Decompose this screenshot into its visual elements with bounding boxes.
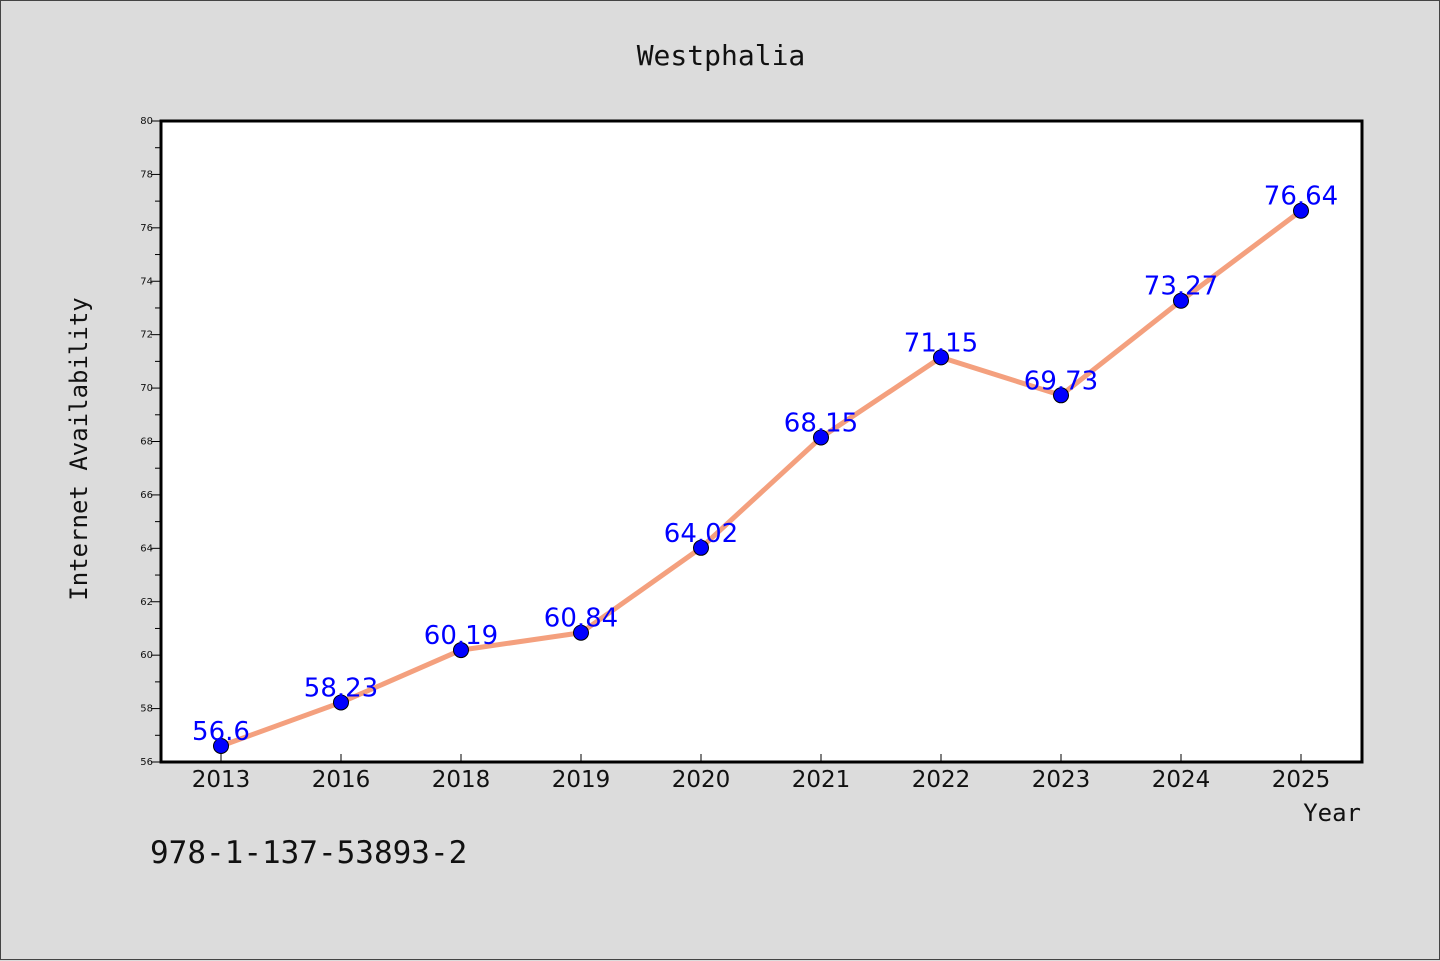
y-tick-label: 56 (140, 757, 153, 768)
x-tick-label: 2021 (792, 767, 851, 793)
data-label: 58.23 (304, 673, 378, 703)
x-tick-label: 2018 (432, 767, 491, 793)
y-tick-label: 64 (140, 543, 153, 554)
x-axis: 2013 2016 2018 2019 2020 2021 2022 2023 2024 2025 (192, 754, 1331, 793)
isbn-code: 978-1-137-53893-2 (150, 835, 468, 871)
data-point (333, 694, 349, 711)
data-label: 64.02 (664, 519, 738, 549)
data-label: 71.15 (904, 328, 978, 358)
y-tick-label: 60 (140, 650, 153, 661)
x-axis-label: Year (1303, 799, 1361, 827)
data-point (453, 642, 469, 659)
x-tick-label: 2025 (1272, 767, 1331, 793)
x-tick-label: 2023 (1032, 767, 1091, 793)
y-tick-label: 62 (140, 597, 153, 608)
series-line (218, 208, 1304, 749)
chart-title: Westphalia (637, 39, 806, 72)
data-point (1293, 202, 1309, 219)
data-label: 60.19 (424, 621, 498, 651)
data-point (573, 624, 589, 641)
y-tick-label: 66 (140, 490, 153, 501)
y-tick-label: 68 (140, 437, 153, 448)
data-label: 56.6 (192, 717, 250, 747)
y-tick-label: 80 (140, 116, 153, 127)
data-label: 76.64 (1264, 182, 1338, 212)
data-point (1173, 292, 1189, 309)
data-point (1053, 387, 1069, 404)
x-tick-label: 2024 (1152, 767, 1211, 793)
y-axis-label: Internet Availability (65, 297, 93, 600)
y-tick-label: 78 (140, 169, 153, 180)
x-tick-label: 2016 (312, 767, 371, 793)
data-label: 69.73 (1024, 366, 1098, 396)
y-axis: 56 58 60 62 64 66 68 70 72 74 76 78 80 (140, 116, 161, 768)
x-tick-label: 2019 (552, 767, 611, 793)
x-tick-label: 2022 (912, 767, 971, 793)
series-layer (213, 202, 1309, 754)
y-tick-label: 70 (140, 383, 153, 394)
data-point (693, 539, 709, 556)
data-point (813, 429, 829, 446)
data-label-layer: 56.6 58.23 60.19 60.84 64.02 68.15 71.15 69.73 7… (192, 182, 1338, 747)
data-label: 68.15 (784, 408, 858, 438)
x-tick-label: 2013 (192, 767, 251, 793)
x-tick-label: 2020 (672, 767, 731, 793)
data-label: 60.84 (544, 604, 618, 634)
data-point (933, 349, 949, 366)
data-point (213, 737, 229, 754)
y-tick-label: 76 (140, 223, 153, 234)
data-label: 73.27 (1144, 272, 1218, 302)
y-tick-label: 58 (140, 704, 153, 715)
y-tick-label: 72 (140, 330, 153, 341)
plot-area (159, 119, 1364, 764)
y-tick-label: 74 (140, 276, 153, 287)
